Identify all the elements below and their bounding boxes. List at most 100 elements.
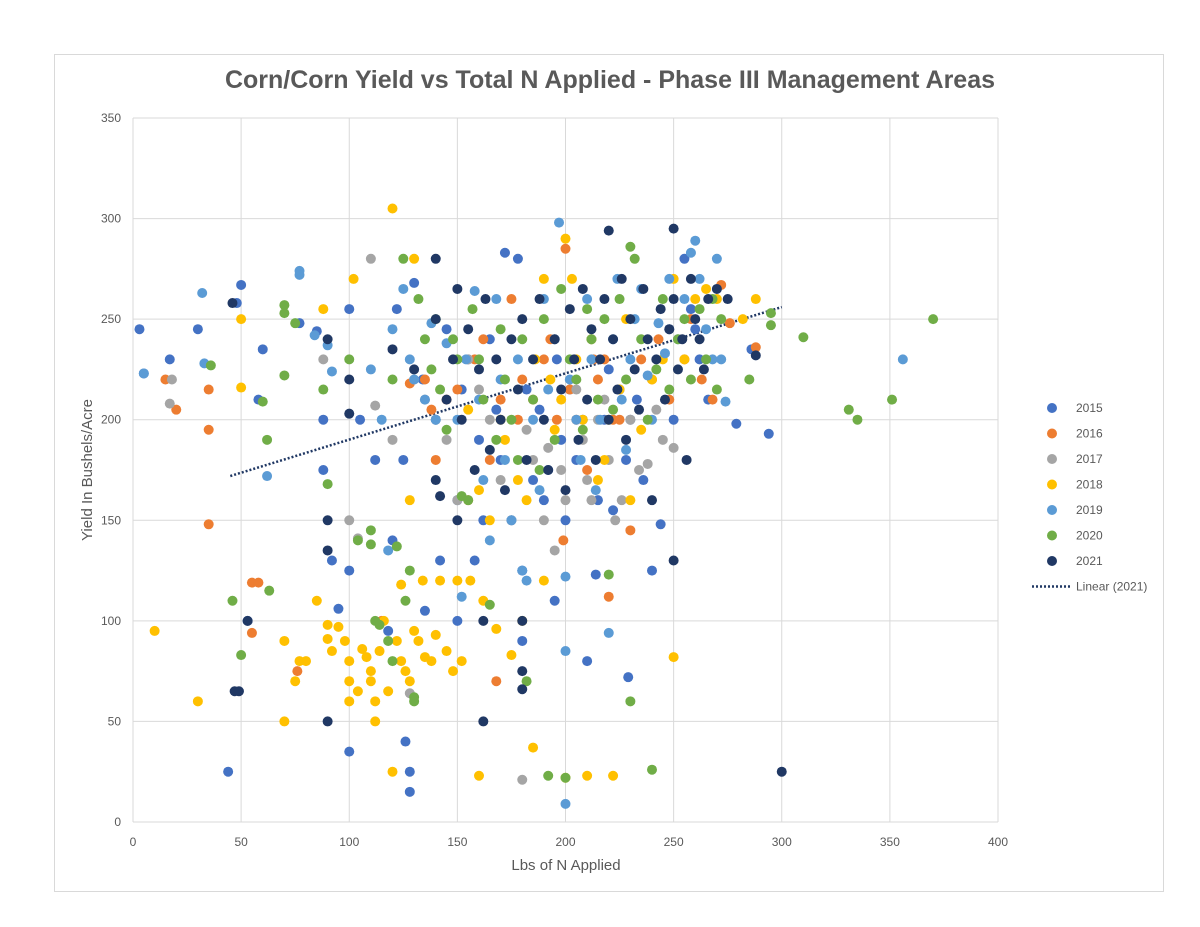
- data-point-2019: [197, 287, 208, 298]
- data-point-2021: [642, 334, 653, 345]
- data-point-2018: [396, 656, 407, 667]
- y-tick-label: 350: [101, 111, 121, 125]
- data-point-2017: [625, 414, 636, 425]
- data-point-2018: [608, 770, 619, 781]
- data-point-2019: [560, 798, 571, 809]
- data-point-2018: [370, 696, 381, 707]
- data-point-2020: [387, 374, 398, 385]
- data-point-2020: [534, 465, 545, 475]
- x-tick-label: 400: [988, 835, 1008, 849]
- data-point-2015: [404, 786, 415, 797]
- data-point-2018: [357, 644, 368, 655]
- data-point-2018: [361, 652, 372, 663]
- data-point-2018: [560, 233, 571, 244]
- data-point-2020: [765, 308, 776, 319]
- data-point-2016: [506, 294, 517, 305]
- data-point-2021: [647, 495, 657, 506]
- data-point-2020: [621, 374, 632, 385]
- data-point-2020: [625, 241, 636, 252]
- x-tick-label: 350: [880, 835, 900, 849]
- data-point-2017: [610, 515, 621, 526]
- data-point-2020: [711, 384, 722, 395]
- data-point-2020: [521, 676, 532, 687]
- data-point-2015: [355, 414, 366, 425]
- data-point-2021: [560, 485, 571, 496]
- data-point-2018: [499, 434, 510, 445]
- data-point-2018: [279, 635, 290, 646]
- data-point-2015: [370, 454, 381, 465]
- data-point-2016: [478, 334, 489, 345]
- data-point-2018: [318, 304, 329, 315]
- data-point-2021: [685, 273, 696, 284]
- data-point-2019: [506, 515, 517, 526]
- data-point-2015: [223, 766, 234, 777]
- data-point-2021: [463, 324, 474, 335]
- data-point-2020: [798, 332, 809, 343]
- data-point-2021: [448, 354, 459, 365]
- data-point-2017: [164, 398, 175, 409]
- data-point-2017: [586, 495, 597, 506]
- data-point-2016: [246, 627, 257, 638]
- data-point-2019: [430, 414, 441, 425]
- x-tick-label: 100: [339, 835, 359, 849]
- data-point-2019: [653, 318, 664, 329]
- data-point-2018: [236, 314, 247, 325]
- data-point-2021: [672, 364, 683, 375]
- data-point-2020: [647, 764, 657, 775]
- data-point-2015: [391, 304, 402, 315]
- data-point-2016: [592, 374, 603, 385]
- data-point-2020: [506, 414, 517, 425]
- legend-label-2016: 2016: [1076, 427, 1103, 441]
- y-tick-label: 100: [101, 614, 121, 628]
- data-point-2019: [469, 285, 480, 296]
- data-point-2015: [499, 247, 510, 258]
- data-point-2018: [538, 273, 549, 284]
- y-tick-label: 300: [101, 212, 121, 226]
- data-point-2015: [164, 354, 175, 365]
- data-point-2018: [374, 646, 385, 657]
- data-point-2018: [668, 652, 679, 663]
- data-point-2019: [679, 294, 690, 305]
- data-point-2018: [690, 294, 701, 305]
- data-point-2021: [512, 384, 523, 395]
- data-point-2021: [499, 485, 510, 496]
- data-point-2020: [582, 304, 593, 315]
- data-point-2020: [413, 294, 424, 305]
- data-point-2015: [318, 465, 329, 475]
- data-point-2019: [694, 273, 705, 284]
- data-point-2017: [582, 475, 593, 486]
- data-point-2020: [318, 384, 329, 395]
- data-point-2015: [549, 595, 560, 606]
- data-point-2019: [262, 471, 273, 482]
- data-point-2015: [326, 555, 337, 566]
- data-point-2015: [512, 253, 523, 264]
- data-point-2015: [608, 505, 619, 516]
- data-point-2020: [344, 354, 355, 365]
- data-point-2015: [318, 414, 329, 425]
- data-point-2019: [491, 294, 502, 305]
- data-point-2019: [512, 354, 523, 365]
- data-point-2019: [456, 591, 467, 602]
- data-point-2018: [556, 394, 567, 405]
- x-tick-label: 250: [664, 835, 684, 849]
- data-point-2021: [668, 294, 679, 305]
- data-point-2015: [404, 766, 415, 777]
- data-point-2021: [595, 354, 606, 365]
- data-point-2021: [478, 716, 489, 727]
- legend-label-2017: 2017: [1076, 452, 1103, 466]
- data-point-2021: [344, 374, 355, 385]
- legend-label-2015: 2015: [1076, 401, 1103, 415]
- data-point-2020: [744, 374, 755, 385]
- data-point-2015: [134, 324, 145, 335]
- data-point-2019: [582, 294, 593, 305]
- data-point-2020: [391, 541, 402, 552]
- data-point-2021: [694, 334, 705, 345]
- y-tick-label: 150: [101, 513, 121, 527]
- data-point-2019: [461, 354, 472, 365]
- data-point-2021: [586, 324, 597, 335]
- data-point-2015: [534, 404, 545, 415]
- data-point-2018: [383, 686, 394, 697]
- data-point-2016: [495, 394, 506, 405]
- data-point-2016: [203, 519, 214, 530]
- trendline-layer: [229, 305, 783, 478]
